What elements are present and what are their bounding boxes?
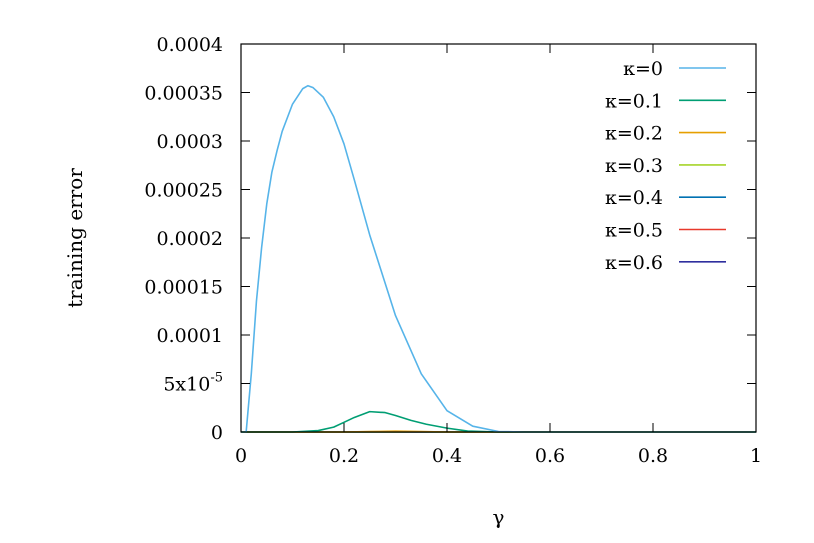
legend-item: κ=0.1	[605, 90, 726, 112]
legend-item: κ=0.5	[605, 220, 726, 242]
legend-label: κ=0.6	[605, 252, 663, 274]
legend: κ=0 κ=0.1 κ=0.2 κ=0.3 κ=0.4 κ=0.5 κ=0.6	[605, 58, 726, 274]
legend-label: κ=0.3	[605, 155, 663, 177]
series-line-0	[241, 84, 756, 433]
y-axis-label: training error	[63, 168, 87, 308]
legend-label: κ=0.2	[605, 123, 663, 145]
series-layer	[241, 84, 756, 433]
y-tick-label: 0.0001	[157, 325, 223, 347]
x-tick-label: 0.8	[638, 445, 668, 467]
y-tick-label: 0.0003	[157, 131, 223, 153]
legend-item: κ=0	[623, 58, 726, 80]
legend-label: κ=0.1	[605, 90, 663, 112]
series-line-1	[241, 410, 756, 433]
legend-item: κ=0.2	[605, 123, 726, 145]
y-tick-label: 0.0004	[157, 34, 223, 56]
y-tick-label: 0.00015	[144, 277, 223, 299]
y-tick-label: 5x10-5	[163, 371, 223, 396]
y-tick-label: 0	[211, 422, 223, 444]
x-tick-label: 0.6	[535, 445, 565, 467]
legend-label: κ=0	[623, 58, 663, 80]
x-tick-label: 0.4	[432, 445, 462, 467]
legend-item: κ=0.3	[605, 155, 726, 177]
x-tick-label: 0	[235, 445, 247, 467]
y-tick-label: 0.00035	[144, 83, 223, 105]
x-tick-label: 0.2	[329, 445, 359, 467]
y-tick-label: 0.0002	[157, 228, 223, 250]
x-tick-label: 1	[750, 445, 762, 467]
legend-label: κ=0.4	[605, 187, 663, 209]
legend-label: κ=0.5	[605, 220, 663, 242]
y-tick-label: 0.00025	[144, 180, 223, 202]
legend-item: κ=0.4	[605, 187, 726, 209]
legend-item: κ=0.6	[605, 252, 726, 274]
x-axis-label: γ	[493, 505, 505, 529]
ticks-layer: 0 0.2 0.4 0.6 0.8 1 0 5x10-5 0.0001 0.00015 0.0002…	[144, 34, 762, 467]
plot-frame	[240, 43, 757, 433]
